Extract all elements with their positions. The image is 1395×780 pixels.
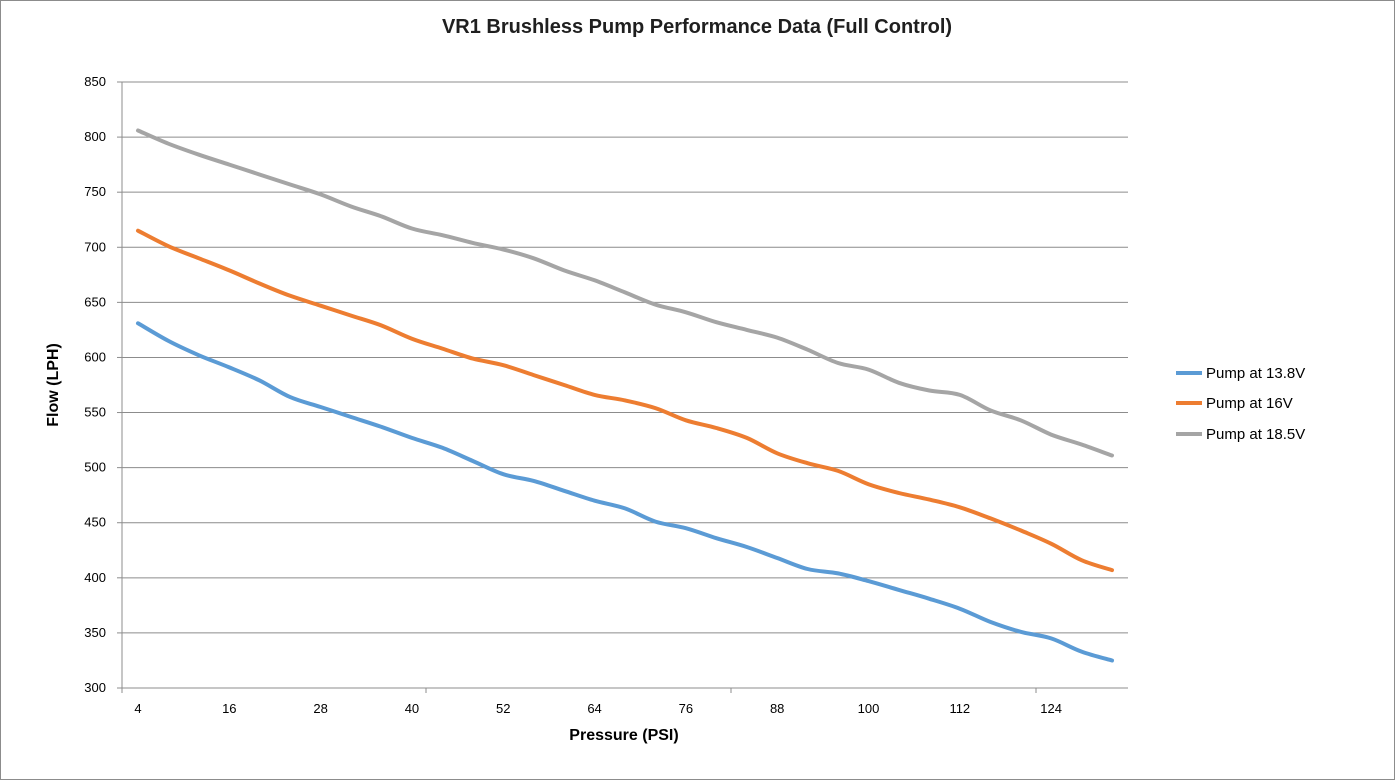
x-tick-label: 76 [679, 701, 693, 716]
chart-title: VR1 Brushless Pump Performance Data (Ful… [442, 16, 952, 38]
y-tick-label: 350 [84, 625, 106, 640]
x-tick-label: 4 [134, 701, 141, 716]
legend-label: Pump at 16V [1206, 395, 1293, 412]
y-tick-label: 800 [84, 129, 106, 144]
x-tick-label: 100 [858, 701, 880, 716]
y-axis-title: Flow (LPH) [45, 343, 62, 427]
y-tick-label: 650 [84, 294, 106, 309]
y-tick-label: 850 [84, 74, 106, 89]
series-lines [138, 131, 1112, 661]
y-tick-label: 550 [84, 405, 106, 420]
legend-label: Pump at 18.5V [1206, 426, 1305, 443]
y-tick-label: 400 [84, 570, 106, 585]
x-tick-label: 40 [405, 701, 419, 716]
x-tick-label: 28 [313, 701, 327, 716]
x-tick-label: 124 [1040, 701, 1062, 716]
y-tick-label: 600 [84, 349, 106, 364]
x-tick-label: 88 [770, 701, 784, 716]
x-axis-title: Pressure (PSI) [569, 727, 678, 744]
y-tick-label: 700 [84, 239, 106, 254]
x-tick-label: 52 [496, 701, 510, 716]
y-tick-label: 300 [84, 680, 106, 695]
legend-label: Pump at 13.8V [1206, 365, 1305, 382]
series-line-0 [138, 323, 1112, 660]
x-tick-label: 16 [222, 701, 236, 716]
x-tick-label: 112 [949, 701, 970, 716]
y-tick-label: 450 [84, 515, 106, 530]
x-tick-label: 64 [587, 701, 601, 716]
y-tick-label: 750 [84, 184, 106, 199]
y-tick-label: 500 [84, 460, 106, 475]
series-line-1 [138, 231, 1112, 570]
gridlines [122, 82, 1128, 633]
legend: Pump at 13.8V Pump at 16V Pump at 18.5V [1176, 365, 1305, 443]
